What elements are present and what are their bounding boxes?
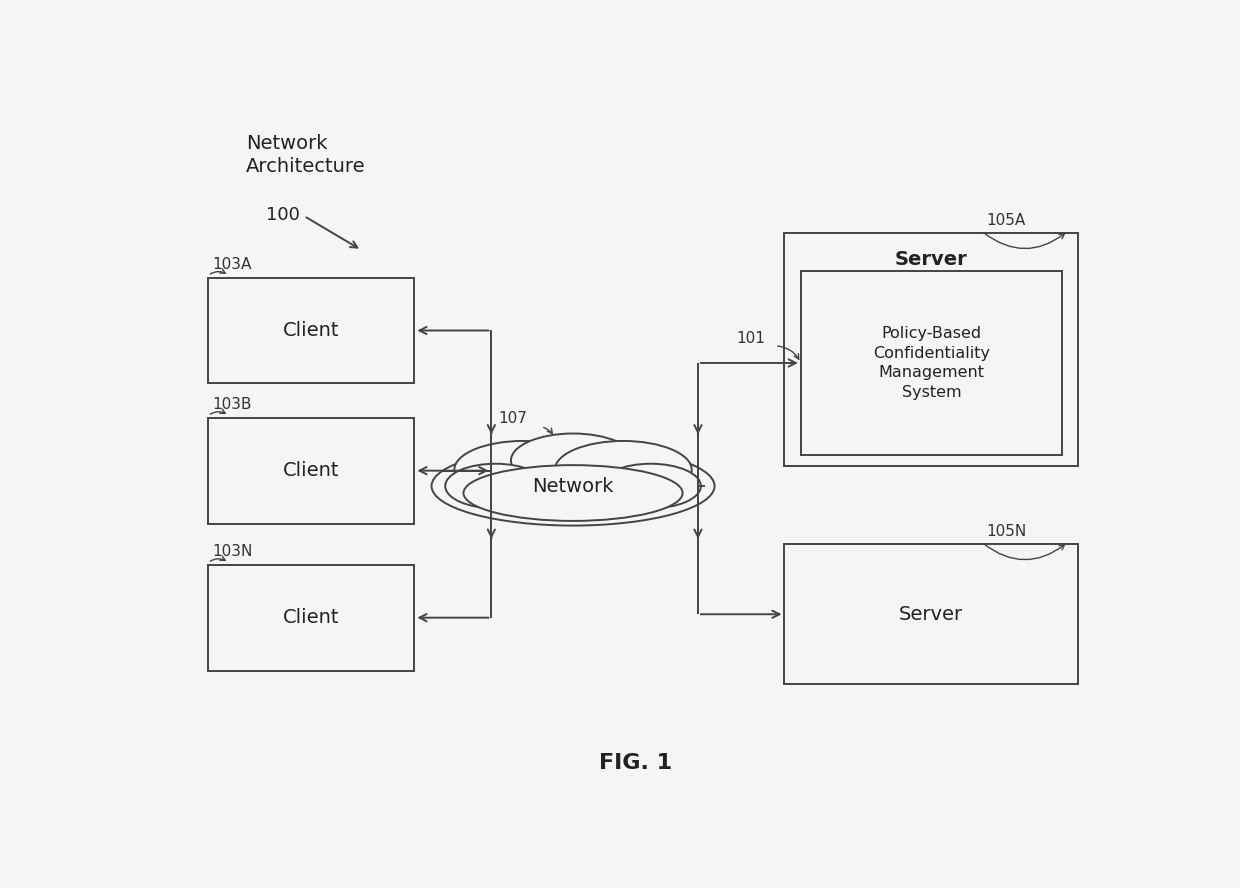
- Text: Network
Architecture: Network Architecture: [247, 134, 366, 177]
- FancyBboxPatch shape: [208, 565, 414, 670]
- FancyBboxPatch shape: [785, 233, 1078, 465]
- Ellipse shape: [445, 464, 546, 508]
- FancyBboxPatch shape: [785, 544, 1078, 685]
- Ellipse shape: [511, 433, 635, 488]
- Text: 103A: 103A: [213, 257, 252, 272]
- Text: Server: Server: [894, 250, 967, 269]
- Text: Policy-Based
Confidentiality
Management
System: Policy-Based Confidentiality Management …: [873, 326, 990, 400]
- FancyBboxPatch shape: [801, 271, 1063, 456]
- Text: 103B: 103B: [213, 397, 252, 412]
- Text: 105N: 105N: [986, 524, 1027, 539]
- Text: FIG. 1: FIG. 1: [599, 753, 672, 773]
- Text: Client: Client: [283, 461, 340, 480]
- Ellipse shape: [432, 447, 714, 526]
- Text: Client: Client: [283, 321, 340, 340]
- Ellipse shape: [600, 464, 701, 508]
- Ellipse shape: [554, 441, 692, 498]
- Text: 100: 100: [265, 206, 299, 224]
- FancyBboxPatch shape: [208, 278, 414, 384]
- Ellipse shape: [454, 441, 591, 498]
- Text: 107: 107: [498, 410, 527, 425]
- Text: Network: Network: [532, 477, 614, 496]
- Ellipse shape: [464, 465, 682, 521]
- Text: 101: 101: [737, 331, 765, 346]
- FancyBboxPatch shape: [208, 417, 414, 524]
- Text: Server: Server: [899, 605, 963, 623]
- Text: Client: Client: [283, 608, 340, 627]
- Text: 105A: 105A: [986, 212, 1025, 227]
- Text: 103N: 103N: [213, 544, 253, 559]
